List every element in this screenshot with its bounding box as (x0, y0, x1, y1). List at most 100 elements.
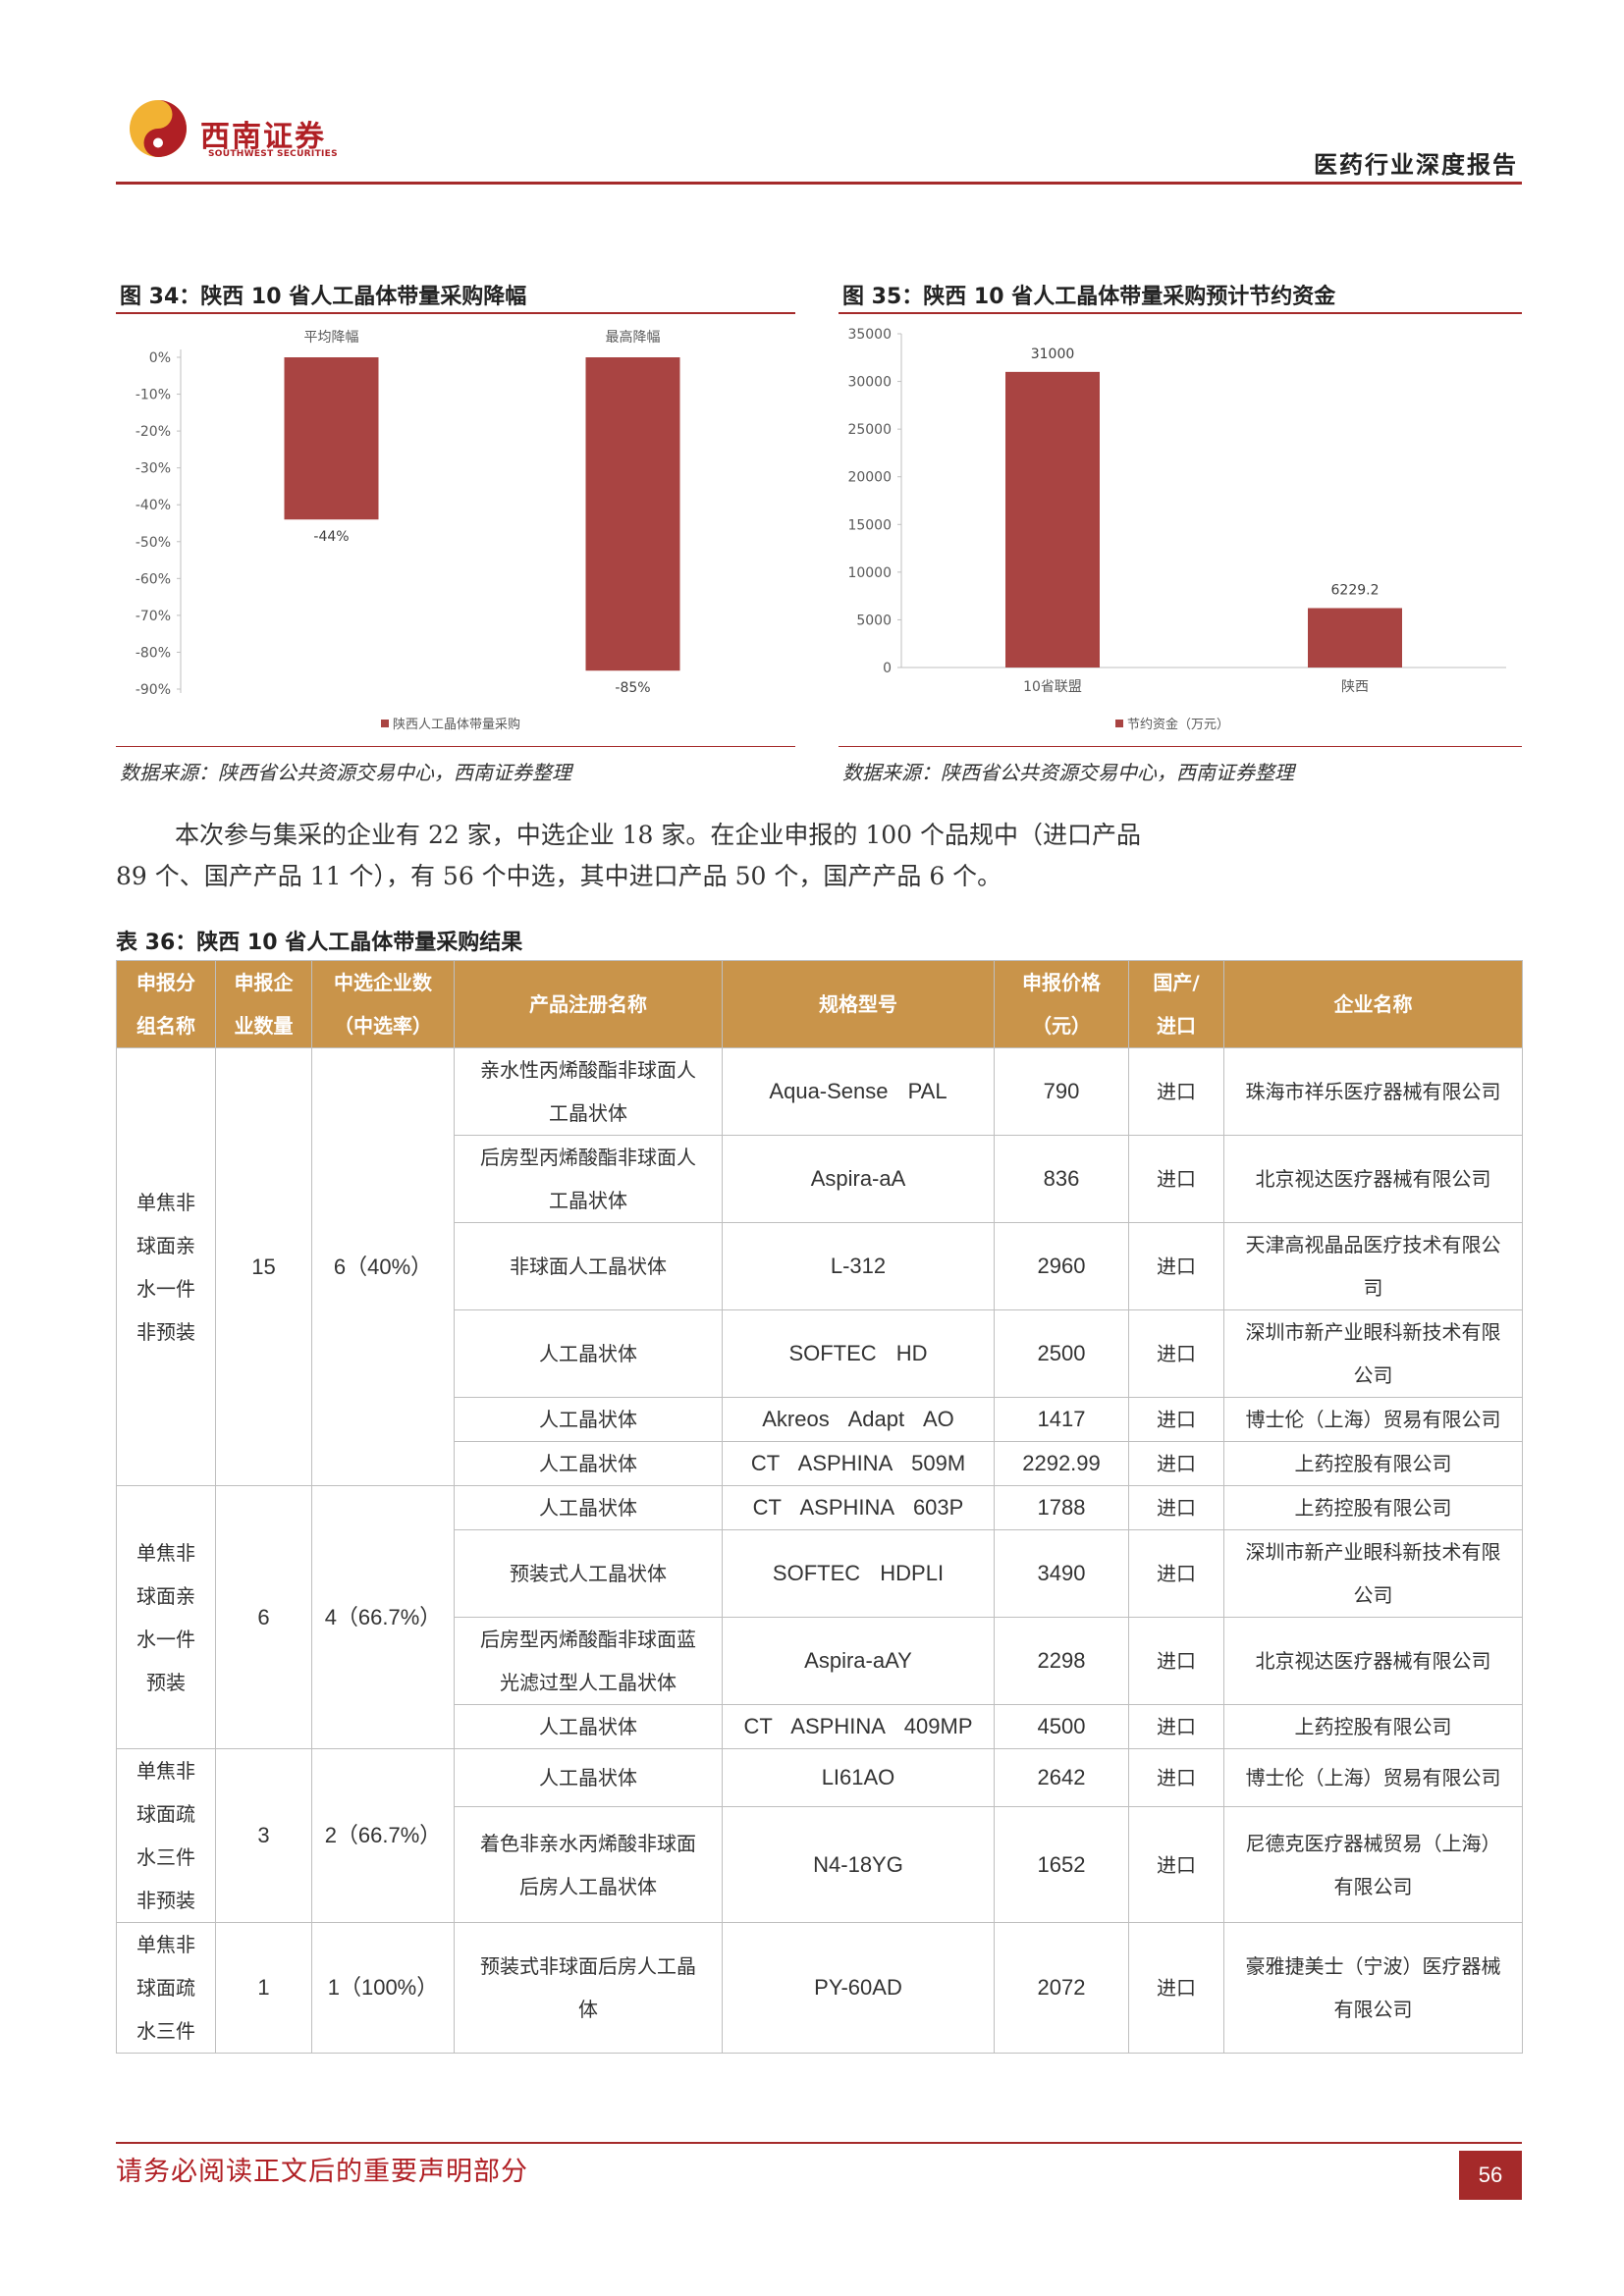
table-row: 后房型丙烯酸酯非球面蓝光滤过型人工晶状体 Aspira-aAY 2298 进口 北京视达… (117, 1617, 1523, 1705)
header-applicant-count: 申报企业数量 (215, 960, 312, 1048)
header-price: 申报价格（元） (994, 960, 1129, 1048)
selected-count-cell: 4（66.7%） (311, 1485, 455, 1749)
product-name-cell: 着色非亲水丙烯酸非球面后房人工晶状体 (454, 1806, 723, 1923)
bar (1005, 371, 1100, 667)
origin-cell: 进口 (1128, 1222, 1224, 1310)
product-name-cell: 后房型丙烯酸酯非球面人工晶状体 (454, 1135, 723, 1223)
price-cell: 2642 (994, 1747, 1129, 1808)
footer-divider (116, 2142, 1522, 2144)
body-paragraph-line-1: 本次参与集采的企业有 22 家，中选企业 18 家。在企业申报的 100 个品规… (175, 821, 1142, 849)
figure-35-source: 数据来源：陕西省公共资源交易中心，西南证券整理 (842, 761, 1294, 784)
table-row: 人工晶状体 CT ASPHINA 409MP 4500 进口 上药控股有限公司 (117, 1704, 1523, 1749)
table-row: 预装式人工晶状体 SOFTEC HDPLI 3490 进口 深圳市新产业眼科新技术有限公… (117, 1529, 1523, 1618)
product-name-cell: 人工晶状体 (454, 1441, 723, 1486)
procurement-results-table: 申报分组名称 申报企业数量 中选企业数（中选率） 产品注册名称 规格型号 申报价… (116, 960, 1523, 2054)
price-cell: 1788 (994, 1485, 1129, 1530)
group-name-cell: 单焦非球面亲水一件预装 (116, 1485, 216, 1749)
body-paragraph-line-2: 89 个、国产产品 11 个），有 56 个中选，其中进口产品 50 个，国产产… (116, 862, 1002, 890)
company-cell: 博士伦（上海）贸易有限公司 (1223, 1397, 1523, 1442)
product-name-cell: 人工晶状体 (454, 1704, 723, 1749)
company-cell: 深圳市新产业眼科新技术有限公司 (1223, 1309, 1523, 1398)
header-selected-count: 中选企业数（中选率） (311, 960, 455, 1048)
company-cell: 珠海市祥乐医疗器械有限公司 (1223, 1047, 1523, 1136)
y-tick-label: 0% (149, 350, 171, 366)
y-tick-label: 20000 (847, 470, 892, 486)
price-cell: 2960 (994, 1222, 1129, 1310)
selected-count-cell: 6（40%） (311, 1047, 455, 1486)
model-cell: SOFTEC HD (722, 1309, 995, 1398)
logo-emblem-icon (130, 100, 187, 157)
logo-text-cn: 西南证券 (200, 120, 326, 154)
header-divider (116, 182, 1522, 185)
product-name-cell: 人工晶状体 (454, 1747, 723, 1808)
origin-cell: 进口 (1128, 1529, 1224, 1618)
y-tick-label: -80% (135, 645, 171, 661)
y-tick-label: -30% (135, 461, 171, 477)
group-name-cell: 单焦非球面疏水三件 (116, 1922, 216, 2054)
applicant-count-cell: 3 (215, 1748, 312, 1923)
price-cell: 2298 (994, 1617, 1129, 1705)
applicant-count-cell: 6 (215, 1485, 312, 1749)
y-tick-label: -40% (135, 498, 171, 513)
legend-swatch (1115, 720, 1123, 727)
origin-cell: 进口 (1128, 1922, 1224, 2054)
page-header: 西南证券 SOUTHWEST SECURITIES 医药行业深度报告 (116, 98, 1522, 188)
table-row: 人工晶状体 Akreos Adapt AO 1417 进口 博士伦（上海）贸易有限公司 (117, 1397, 1523, 1442)
product-name-cell: 人工晶状体 (454, 1485, 723, 1530)
model-cell: Aspira-aAY (722, 1617, 995, 1705)
product-name-cell: 非球面人工晶状体 (454, 1222, 723, 1310)
origin-cell: 进口 (1128, 1309, 1224, 1398)
header-group-name: 申报分组名称 (116, 960, 216, 1048)
model-cell: PY-60AD (722, 1922, 995, 2054)
footer-disclaimer: 请务必阅读正文后的重要声明部分 (116, 2157, 528, 2187)
company-cell: 上药控股有限公司 (1223, 1704, 1523, 1749)
data-label: 6229.2 (1331, 582, 1380, 598)
company-cell: 北京视达医疗器械有限公司 (1223, 1135, 1523, 1223)
applicant-count-cell: 1 (215, 1922, 312, 2054)
company-cell: 尼德克医疗器械贸易（上海）有限公司 (1223, 1806, 1523, 1923)
table-row: 单焦非球面亲水一件预装 6 4（66.7%） 人工晶状体 CT ASPHINA 603P… (116, 1485, 1523, 1749)
category-label: 最高降幅 (606, 329, 661, 346)
data-label: 31000 (1031, 347, 1075, 362)
table-row: 着色非亲水丙烯酸非球面后房人工晶状体 N4-18YG 1652 进口 尼德克医疗器械贸易… (117, 1806, 1523, 1923)
figure-34-bottom-rule (116, 746, 795, 747)
company-cell: 北京视达医疗器械有限公司 (1223, 1617, 1523, 1705)
company-cell: 豪雅捷美士（宁波）医疗器械有限公司 (1223, 1922, 1523, 2054)
company-cell: 博士伦（上海）贸易有限公司 (1223, 1747, 1523, 1808)
bar (284, 357, 379, 520)
y-tick-label: 0 (883, 661, 892, 676)
category-label: 陕西 (1341, 679, 1369, 695)
product-name-cell: 预装式非球面后房人工晶体 (454, 1922, 723, 2054)
y-tick-label: 25000 (847, 422, 892, 438)
model-cell: Akreos Adapt AO (722, 1397, 995, 1442)
group-name-cell: 单焦非球面疏水三件非预装 (116, 1748, 216, 1923)
table-row: 单焦非球面疏水三件非预装 3 2（66.7%） 人工晶状体 LI61AO 2642 进口 博士… (116, 1747, 1523, 1923)
origin-cell: 进口 (1128, 1704, 1224, 1749)
model-cell: CT ASPHINA 603P (722, 1485, 995, 1530)
y-tick-label: 35000 (847, 327, 892, 343)
table-row: 非球面人工晶状体 L-312 2960 进口 天津高视晶品医疗技术有限公司 (117, 1222, 1523, 1310)
model-cell: N4-18YG (722, 1806, 995, 1923)
origin-cell: 进口 (1128, 1397, 1224, 1442)
selected-count-cell: 1（100%） (311, 1922, 455, 2054)
company-logo: 西南证券 SOUTHWEST SECURITIES (128, 98, 363, 167)
company-cell: 上药控股有限公司 (1223, 1485, 1523, 1530)
group-name-cell: 单焦非球面亲水一件非预装 (116, 1047, 216, 1486)
origin-cell: 进口 (1128, 1441, 1224, 1486)
y-tick-label: -90% (135, 682, 171, 698)
y-tick-label: -10% (135, 388, 171, 403)
figure-35-title: 图 35：陕西 10 省人工晶体带量采购预计节约资金 (842, 285, 1336, 309)
price-cell: 1417 (994, 1397, 1129, 1442)
header-origin: 国产/进口 (1128, 960, 1224, 1048)
product-name-cell: 后房型丙烯酸酯非球面蓝光滤过型人工晶状体 (454, 1617, 723, 1705)
price-cell: 836 (994, 1135, 1129, 1223)
figure-35-top-rule (839, 312, 1522, 314)
applicant-count-cell: 15 (215, 1047, 312, 1486)
table-row: 单焦非球面疏水三件 1 1（100%） 预装式非球面后房人工晶体 PY-60AD 2072… (116, 1922, 1523, 2054)
legend-label: 陕西人工晶体带量采购 (393, 717, 520, 732)
figure-34-top-rule (116, 312, 795, 314)
price-cell: 2292.99 (994, 1441, 1129, 1486)
price-cell: 3490 (994, 1529, 1129, 1618)
origin-cell: 进口 (1128, 1485, 1224, 1530)
origin-cell: 进口 (1128, 1617, 1224, 1705)
